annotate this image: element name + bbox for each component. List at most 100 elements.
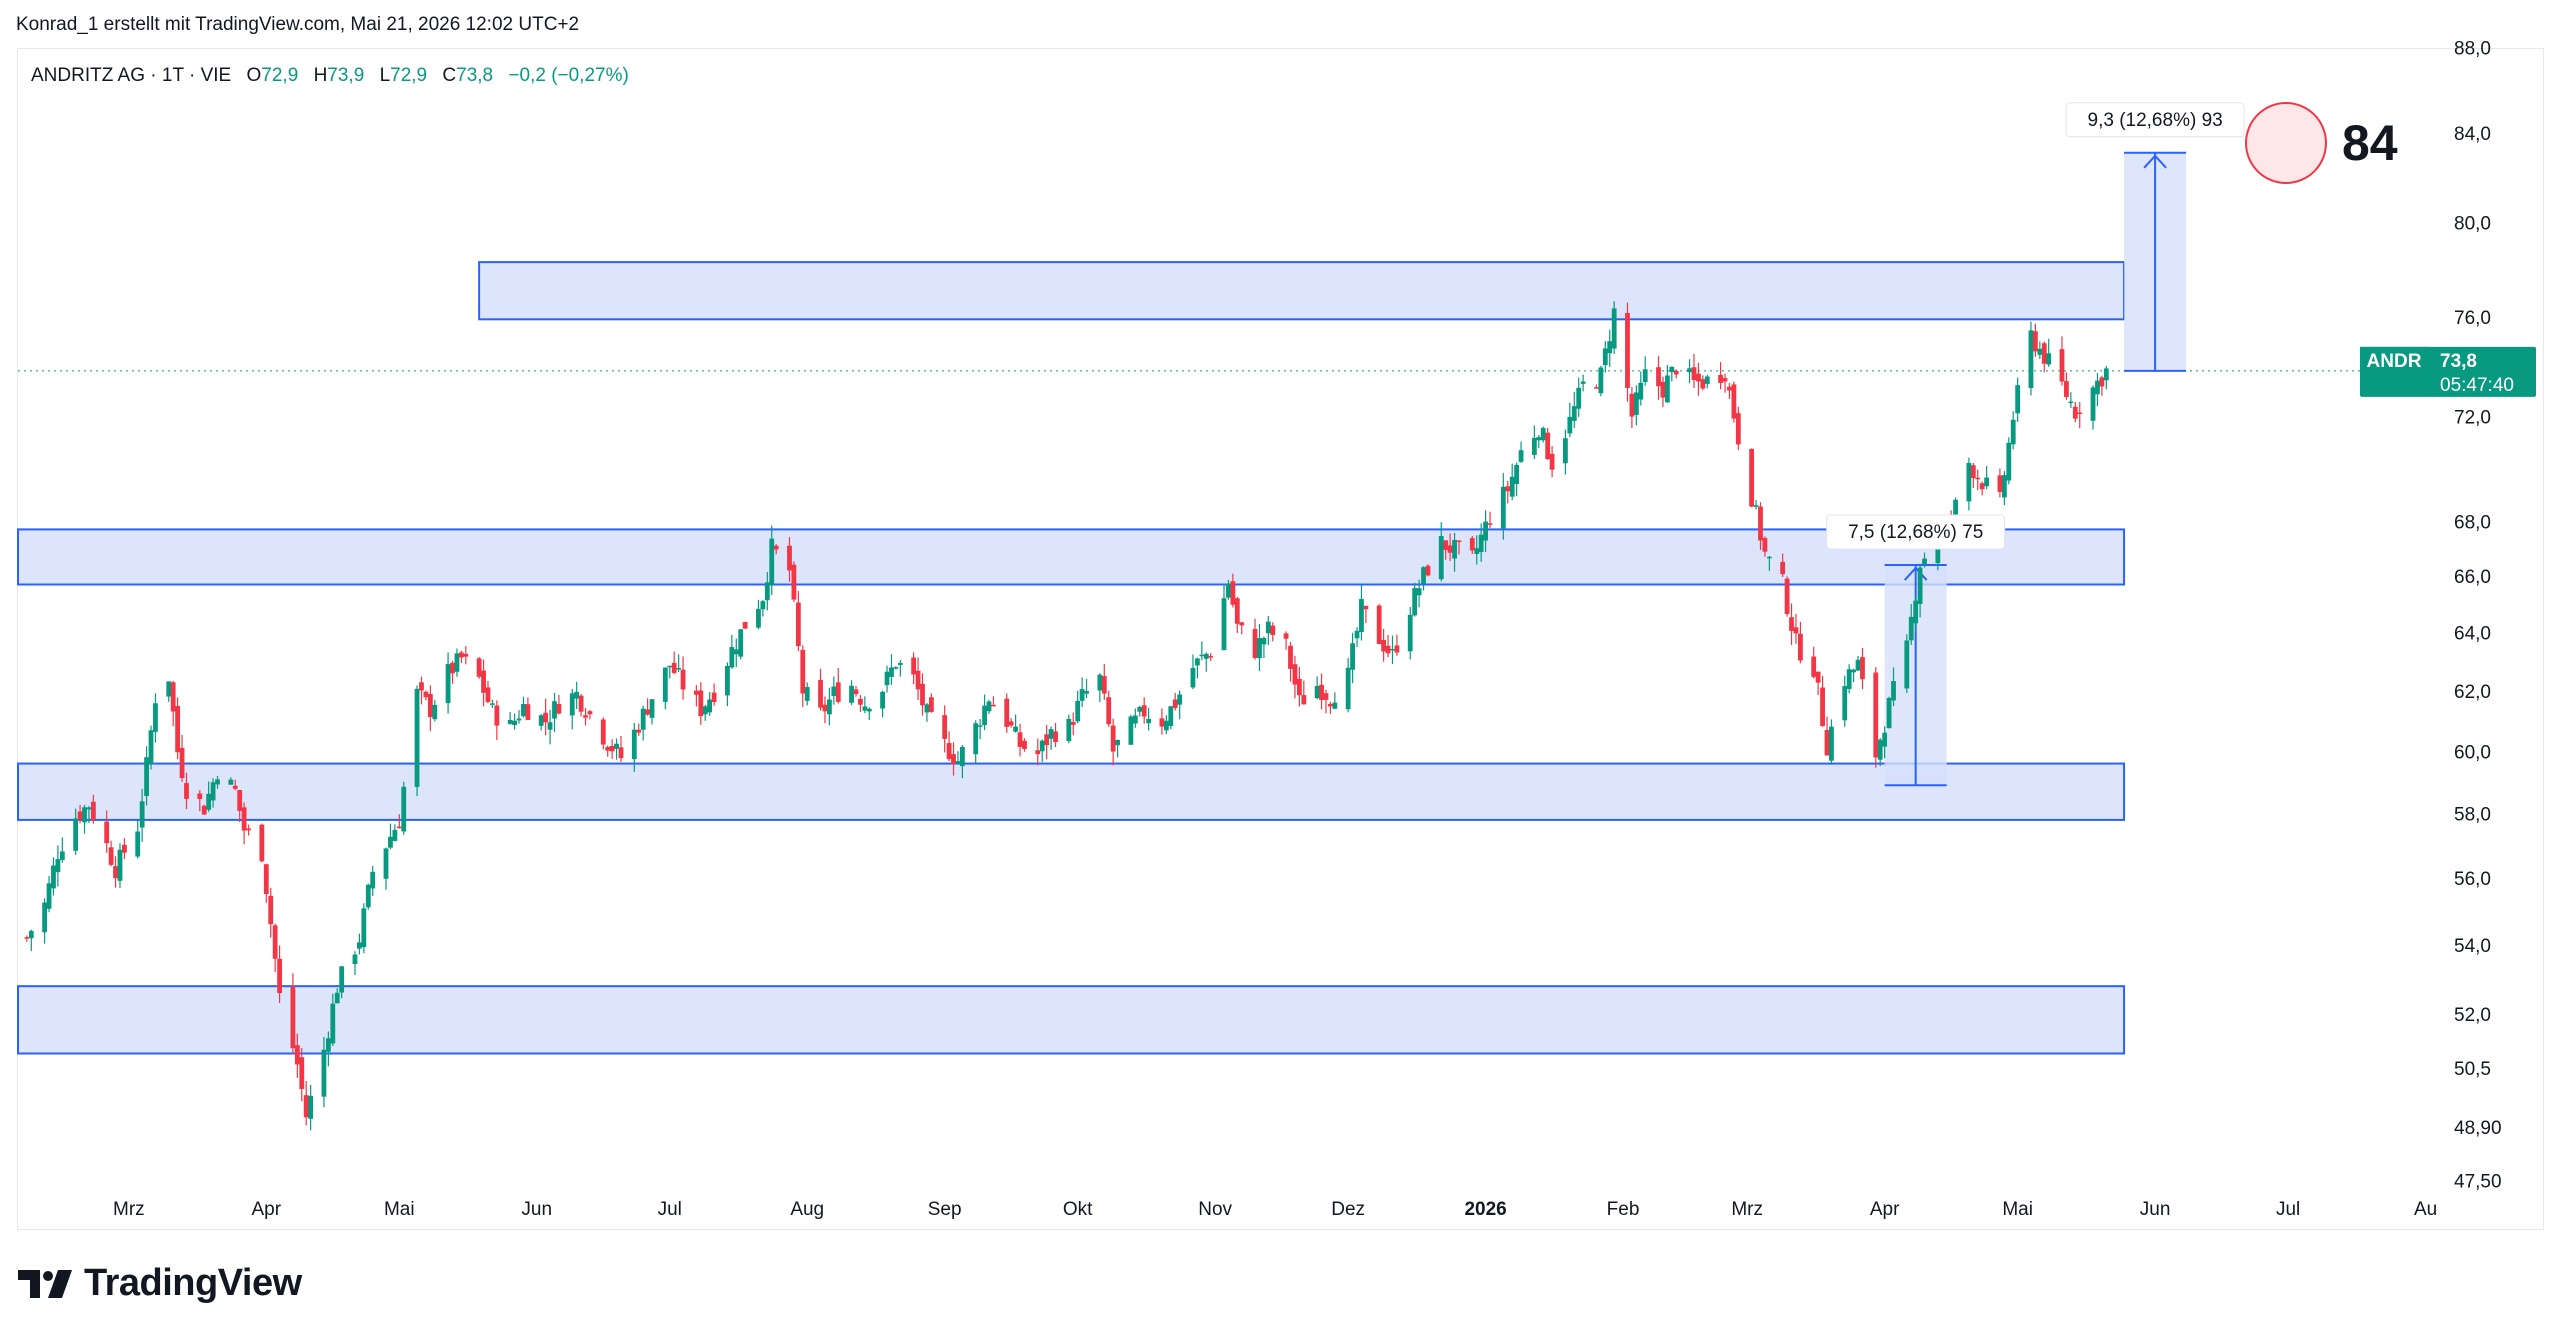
candle-body	[1718, 374, 1723, 383]
candle-body	[742, 621, 748, 629]
candle-body	[1004, 698, 1010, 727]
candle-body	[2032, 331, 2038, 352]
candle-body	[1846, 669, 1852, 689]
candle	[241, 802, 247, 845]
x-tick-label: Jul	[658, 1199, 682, 1220]
candle-body	[702, 706, 708, 715]
attribution-text: Konrad_1 erstellt mit TradingView.com, M…	[16, 14, 580, 35]
legend-open-value: 72,9	[261, 65, 299, 86]
candle	[858, 694, 863, 712]
candle	[1452, 532, 1457, 572]
candle-body	[1722, 378, 1728, 382]
candle-body	[339, 966, 345, 993]
candle	[1416, 579, 1422, 608]
candle-body	[960, 746, 965, 767]
candle-body	[946, 743, 952, 760]
candle-body	[1354, 630, 1360, 639]
candle-body	[773, 545, 779, 550]
candle	[649, 699, 655, 725]
candle	[1860, 647, 1865, 690]
candle	[268, 887, 274, 938]
candle	[1270, 622, 1276, 642]
candle	[764, 572, 770, 611]
candle	[1159, 708, 1165, 735]
candle	[2072, 401, 2078, 423]
candle-body	[1132, 715, 1138, 724]
candle-body	[1979, 483, 1985, 490]
price-tag-ticker: ANDR	[2367, 351, 2422, 372]
legend-high-label: H	[313, 65, 328, 86]
tradingview-logo[interactable]: TradingView	[18, 1262, 302, 1305]
candle-body	[1970, 465, 1976, 479]
candle	[1851, 668, 1857, 683]
candle	[1115, 739, 1120, 758]
candle	[889, 654, 894, 685]
candle-body	[24, 937, 30, 939]
candle-body	[991, 704, 996, 707]
candle	[884, 665, 890, 693]
candle	[1536, 434, 1542, 448]
candle	[272, 923, 278, 973]
candle	[1797, 621, 1803, 664]
candle-body	[1638, 382, 1644, 400]
candle-body	[2103, 368, 2109, 381]
candle	[2090, 385, 2096, 430]
candle-body	[707, 699, 713, 713]
candle	[1137, 705, 1143, 717]
candle-body	[800, 649, 806, 694]
candle	[1234, 596, 1240, 634]
zone-layer	[17, 261, 2126, 1055]
candle	[1172, 693, 1178, 711]
candle-body	[973, 723, 979, 755]
candle	[113, 856, 118, 888]
candle	[1425, 564, 1431, 577]
candle-body	[1913, 600, 1919, 624]
candle-body	[1226, 583, 1231, 598]
price-tag[interactable]: ANDR 73,8 05:47:40	[2360, 346, 2536, 397]
zone-box-1	[478, 261, 2126, 321]
candle	[1749, 448, 1755, 508]
candle	[1363, 605, 1369, 624]
candle-body	[352, 954, 358, 965]
candle-body	[1115, 740, 1120, 746]
zone-box-2	[17, 528, 2126, 586]
candle	[432, 700, 438, 722]
candle	[494, 700, 500, 740]
candle	[605, 745, 611, 757]
candle	[1891, 667, 1896, 707]
candle-body	[1704, 376, 1710, 384]
candle-body	[1407, 614, 1413, 652]
candle-body	[1922, 558, 1927, 565]
candle	[1580, 374, 1586, 392]
candle-body	[760, 601, 766, 610]
candle	[294, 1033, 300, 1078]
candle	[556, 694, 562, 715]
candle-body	[1576, 387, 1582, 409]
candle	[1390, 635, 1395, 664]
candle	[1022, 738, 1027, 752]
candle	[2006, 437, 2012, 485]
candle	[215, 775, 220, 789]
candle-body	[1483, 521, 1488, 541]
candle	[826, 687, 832, 726]
candle	[1811, 646, 1817, 679]
time-axis: Mrz Apr Mai Jun Jul Aug Sep Okt Nov Dez 2026 Feb Mrz…	[113, 1199, 2437, 1220]
candle	[960, 744, 965, 779]
candle	[1141, 697, 1147, 724]
x-tick-label: Mai	[2002, 1199, 2033, 1220]
candle-body	[1172, 699, 1178, 708]
candle-body	[645, 709, 651, 715]
candle	[1097, 673, 1103, 702]
zone-box-4	[17, 985, 2126, 1055]
candle-body	[1696, 373, 1701, 382]
candle	[1846, 664, 1852, 694]
candle	[1132, 708, 1138, 728]
candle	[427, 685, 433, 732]
candle-layer	[24, 301, 2109, 1131]
candle	[77, 804, 83, 824]
legend-open-label: O	[246, 65, 262, 86]
candle-body	[1261, 638, 1267, 645]
legend-symbol[interactable]: ANDRITZ AG · 1T · VIE	[31, 65, 232, 86]
candle-body	[1851, 669, 1857, 673]
